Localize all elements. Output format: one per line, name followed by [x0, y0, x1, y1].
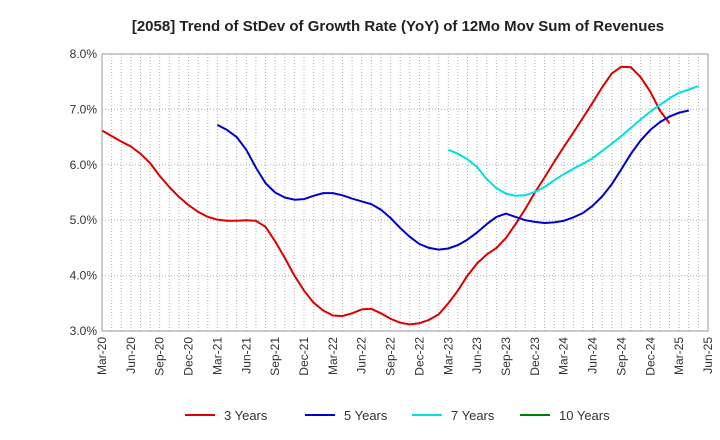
legend-label: 10 Years	[559, 408, 610, 423]
chart-title: [2058] Trend of StDev of Growth Rate (Yo…	[132, 18, 664, 35]
x-tick-label: Mar-24	[557, 337, 571, 375]
x-tick-label: Dec-24	[643, 337, 657, 376]
x-axis-tick-labels: Mar-20 Jun-20 Sep-20 Dec-20 Mar-21 Jun-21 Sep-…	[95, 337, 715, 376]
x-tick-label: Dec-23	[528, 337, 542, 376]
y-tick-label: 5.0%	[70, 213, 98, 227]
series-line-5-years	[216, 109, 690, 251]
x-tick-label: Mar-25	[672, 337, 686, 375]
y-tick-label: 3.0%	[70, 324, 98, 338]
x-tick-label: Sep-21	[268, 337, 282, 376]
x-tick-label: Dec-22	[412, 337, 426, 376]
legend-label: 5 Years	[344, 408, 388, 423]
y-tick-label: 8.0%	[70, 47, 98, 61]
plot-frame	[101, 53, 709, 332]
y-tick-label: 4.0%	[70, 269, 98, 283]
y-axis-tick-labels: 3.0% 4.0% 5.0% 6.0% 7.0% 8.0%	[70, 47, 98, 338]
y-tick-label: 7.0%	[70, 102, 98, 116]
x-tick-label: Jun-21	[239, 337, 253, 374]
x-tick-label: Jun-20	[124, 337, 138, 374]
x-tick-label: Mar-22	[326, 337, 340, 375]
series-line-3-years	[101, 65, 671, 326]
x-tick-label: Sep-22	[384, 337, 398, 376]
series-lines	[101, 65, 699, 326]
x-tick-label: Jun-24	[586, 337, 600, 374]
x-tick-label: Jun-22	[355, 337, 369, 374]
x-tick-label: Sep-23	[499, 337, 513, 376]
x-tick-label: Jun-23	[470, 337, 484, 374]
x-tick-label: Dec-21	[297, 337, 311, 376]
legend-label: 7 Years	[451, 408, 495, 423]
x-tick-label: Jun-25	[701, 337, 715, 374]
y-tick-label: 6.0%	[70, 158, 98, 172]
series-line-7-years	[447, 85, 699, 197]
x-tick-label: Mar-20	[95, 337, 109, 375]
legend-label: 3 Years	[224, 408, 268, 423]
x-tick-label: Dec-20	[182, 337, 196, 376]
x-tick-label: Sep-24	[614, 337, 628, 376]
x-tick-label: Mar-23	[441, 337, 455, 375]
legend: 3 Years 5 Years 7 Years 10 Years	[185, 408, 610, 423]
grid	[102, 53, 708, 332]
x-tick-label: Mar-21	[210, 337, 224, 375]
x-tick-label: Sep-20	[153, 337, 167, 376]
